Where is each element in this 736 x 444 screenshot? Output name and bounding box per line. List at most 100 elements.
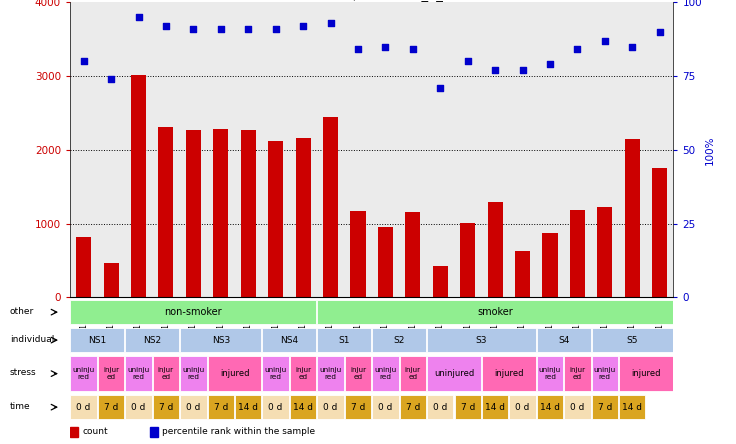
Bar: [213, 129, 228, 297]
Point: [407, 46, 419, 53]
Text: injur
ed: injur ed: [103, 367, 119, 380]
Point: [380, 43, 392, 50]
Bar: [131, 75, 146, 297]
Bar: [71, 395, 97, 420]
Bar: [263, 328, 316, 353]
Bar: [71, 300, 316, 325]
Point: [132, 13, 144, 20]
Bar: [598, 207, 612, 297]
Text: 14 d: 14 d: [293, 403, 313, 412]
Point: [352, 46, 364, 53]
Point: [188, 25, 199, 32]
Text: uninju
red: uninju red: [539, 367, 561, 380]
Bar: [296, 138, 311, 297]
Bar: [378, 227, 393, 297]
Text: 0 d: 0 d: [433, 403, 447, 412]
Bar: [71, 356, 97, 391]
Bar: [98, 356, 124, 391]
Point: [626, 43, 638, 50]
Point: [325, 20, 336, 27]
Text: uninju
red: uninju red: [73, 367, 95, 380]
Point: [489, 67, 501, 74]
Point: [599, 37, 611, 44]
Bar: [76, 237, 91, 297]
Bar: [482, 356, 536, 391]
Point: [517, 67, 528, 74]
Bar: [344, 395, 371, 420]
Bar: [125, 356, 152, 391]
Bar: [153, 395, 179, 420]
Point: [297, 22, 309, 29]
Text: injur
ed: injur ed: [350, 367, 366, 380]
Text: injured: injured: [494, 369, 523, 378]
Bar: [625, 139, 640, 297]
Bar: [460, 223, 475, 297]
Bar: [652, 168, 668, 297]
Point: [215, 25, 227, 32]
Bar: [98, 395, 124, 420]
Point: [654, 28, 665, 36]
Text: injur
ed: injur ed: [158, 367, 174, 380]
Bar: [350, 211, 366, 297]
Text: stress: stress: [10, 369, 37, 377]
Bar: [208, 356, 261, 391]
Text: uninju
red: uninju red: [319, 367, 342, 380]
Point: [78, 58, 90, 65]
Bar: [180, 356, 207, 391]
Bar: [71, 328, 124, 353]
Text: 0 d: 0 d: [269, 403, 283, 412]
Bar: [263, 395, 289, 420]
Text: smoker: smoker: [477, 307, 513, 317]
Bar: [185, 130, 201, 297]
Text: 14 d: 14 d: [540, 403, 560, 412]
Bar: [406, 212, 420, 297]
Text: uninju
red: uninju red: [264, 367, 287, 380]
Bar: [263, 356, 289, 391]
Bar: [372, 356, 399, 391]
Bar: [149, 427, 158, 437]
Bar: [125, 395, 152, 420]
Bar: [235, 395, 261, 420]
Text: individual: individual: [10, 335, 54, 344]
Bar: [323, 117, 338, 297]
Bar: [400, 356, 426, 391]
Text: 0 d: 0 d: [323, 403, 338, 412]
Bar: [372, 328, 426, 353]
Text: NS2: NS2: [144, 336, 161, 345]
Text: uninju
red: uninju red: [375, 367, 397, 380]
Text: uninju
red: uninju red: [127, 367, 149, 380]
Bar: [268, 141, 283, 297]
Text: non-smoker: non-smoker: [165, 307, 222, 317]
Bar: [619, 395, 645, 420]
Bar: [317, 300, 673, 325]
Text: 7 d: 7 d: [213, 403, 228, 412]
Text: injur
ed: injur ed: [570, 367, 585, 380]
Text: S5: S5: [626, 336, 638, 345]
Bar: [592, 328, 673, 353]
Bar: [537, 395, 563, 420]
Bar: [344, 356, 371, 391]
Bar: [433, 266, 447, 297]
Bar: [537, 328, 590, 353]
Bar: [372, 395, 399, 420]
Text: 14 d: 14 d: [485, 403, 505, 412]
Text: NS4: NS4: [280, 336, 298, 345]
Bar: [400, 395, 426, 420]
Bar: [455, 395, 481, 420]
Text: uninju
red: uninju red: [183, 367, 205, 380]
Text: S2: S2: [394, 336, 405, 345]
Bar: [487, 202, 503, 297]
Bar: [153, 356, 179, 391]
Bar: [542, 233, 558, 297]
Text: S3: S3: [475, 336, 487, 345]
Text: injured: injured: [631, 369, 661, 378]
Text: 14 d: 14 d: [238, 403, 258, 412]
Bar: [180, 328, 261, 353]
Bar: [208, 395, 234, 420]
Bar: [482, 395, 509, 420]
Bar: [290, 395, 316, 420]
Text: injur
ed: injur ed: [405, 367, 421, 380]
Bar: [592, 395, 618, 420]
Point: [434, 84, 446, 91]
Bar: [427, 328, 536, 353]
